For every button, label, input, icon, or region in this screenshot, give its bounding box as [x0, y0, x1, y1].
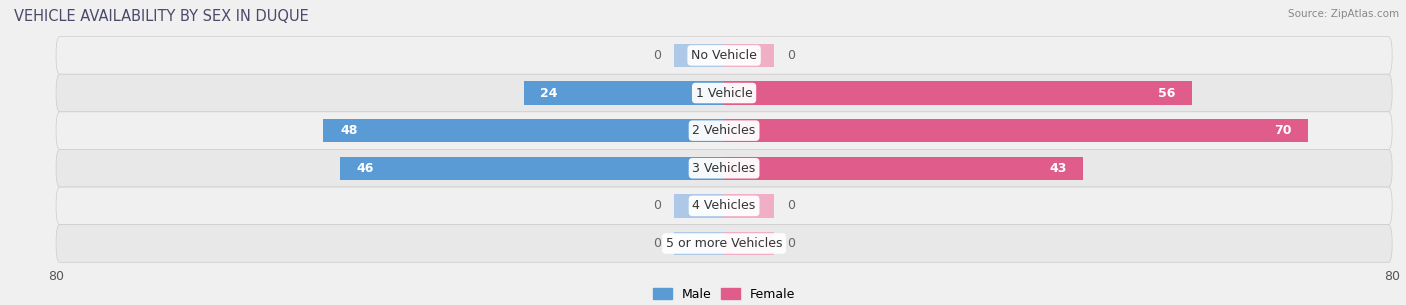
Text: 24: 24: [540, 87, 558, 99]
Bar: [524, 81, 724, 105]
Bar: [724, 232, 775, 255]
Bar: [724, 194, 775, 217]
Bar: [724, 119, 1309, 142]
Bar: [673, 44, 724, 67]
Text: 0: 0: [654, 237, 661, 250]
Text: VEHICLE AVAILABILITY BY SEX IN DUQUE: VEHICLE AVAILABILITY BY SEX IN DUQUE: [14, 9, 309, 24]
Text: 0: 0: [787, 237, 794, 250]
Legend: Male, Female: Male, Female: [648, 283, 800, 305]
Text: 0: 0: [787, 199, 794, 212]
Bar: [673, 194, 724, 217]
FancyBboxPatch shape: [56, 149, 1392, 187]
Text: 3 Vehicles: 3 Vehicles: [693, 162, 755, 175]
FancyBboxPatch shape: [56, 74, 1392, 112]
Text: Source: ZipAtlas.com: Source: ZipAtlas.com: [1288, 9, 1399, 19]
Text: 70: 70: [1274, 124, 1292, 137]
Text: 0: 0: [654, 49, 661, 62]
FancyBboxPatch shape: [56, 37, 1392, 74]
Bar: [673, 232, 724, 255]
Bar: [724, 44, 775, 67]
Text: 56: 56: [1157, 87, 1175, 99]
Text: 2 Vehicles: 2 Vehicles: [693, 124, 755, 137]
FancyBboxPatch shape: [56, 187, 1392, 225]
Text: 43: 43: [1049, 162, 1066, 175]
Text: 0: 0: [654, 199, 661, 212]
Bar: [340, 156, 724, 180]
Text: 4 Vehicles: 4 Vehicles: [693, 199, 755, 212]
Text: 46: 46: [357, 162, 374, 175]
FancyBboxPatch shape: [56, 225, 1392, 262]
Text: No Vehicle: No Vehicle: [692, 49, 756, 62]
Bar: [724, 156, 1083, 180]
Bar: [323, 119, 724, 142]
Bar: [724, 81, 1192, 105]
Text: 48: 48: [340, 124, 357, 137]
Text: 1 Vehicle: 1 Vehicle: [696, 87, 752, 99]
FancyBboxPatch shape: [56, 112, 1392, 149]
Text: 5 or more Vehicles: 5 or more Vehicles: [666, 237, 782, 250]
Text: 0: 0: [787, 49, 794, 62]
